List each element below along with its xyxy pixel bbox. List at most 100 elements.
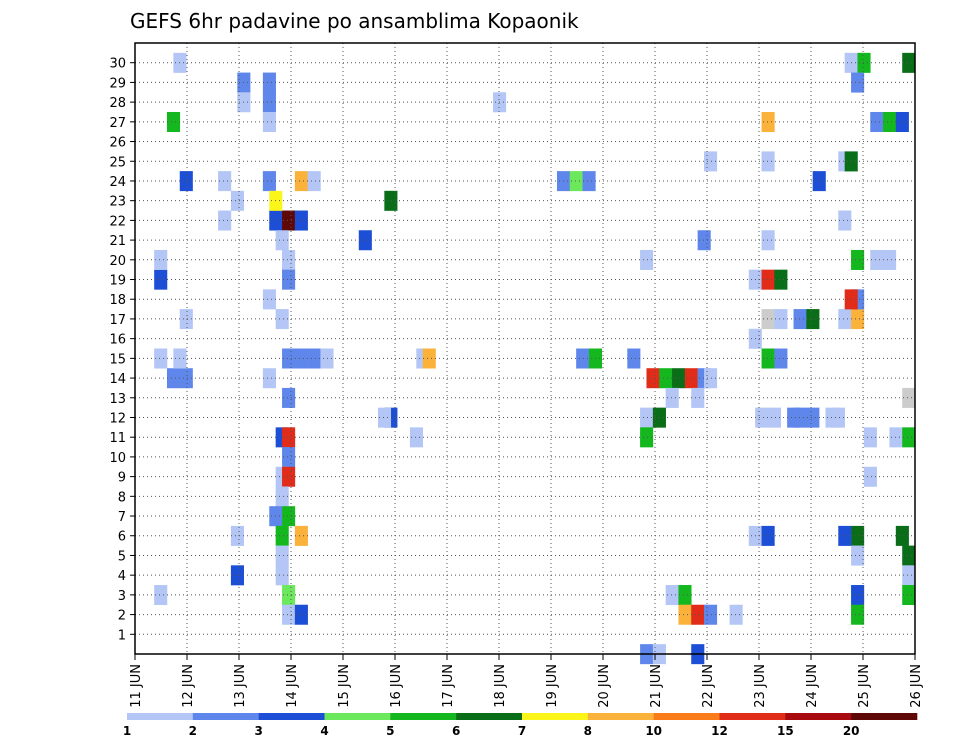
heatmap-cell [838,309,852,330]
heatmap-cell [755,407,769,428]
y-tick-label: 10 [109,451,126,466]
heatmap-cell [902,545,916,566]
heatmap-cell [154,585,168,606]
x-tick-label: 25 JUN [857,664,872,708]
heatmap-cell [409,427,424,448]
y-tick-label: 6 [118,530,126,545]
heatmap-cell [761,269,775,290]
x-tick-label: 11 JUN [129,664,144,708]
legend-swatch [456,713,523,720]
heatmap-cell [262,368,276,389]
heatmap-cell [870,111,884,132]
heatmap-cell [294,348,308,369]
heatmap-cell [665,387,679,408]
y-tick-label: 16 [109,333,126,348]
legend-swatch [719,713,786,720]
heatmap-cell [275,486,289,507]
x-tick-label: 20 JUN [597,664,612,708]
heatmap-cell [691,604,705,625]
y-tick-label: 30 [109,57,126,72]
x-tick-label: 22 JUN [701,664,716,708]
x-tick-label: 23 JUN [753,664,768,708]
heatmap-cell [358,230,372,251]
y-tick-label: 27 [109,116,126,131]
heatmap-cell [422,348,436,369]
heatmap-cell [582,171,596,192]
x-tick-label: 16 JUN [389,664,404,708]
legend-label: 2 [189,724,197,738]
y-tick-label: 22 [109,214,126,229]
x-tick-label: 12 JUN [181,664,196,708]
heatmap-cell [179,171,193,192]
x-tick-label: 17 JUN [441,664,456,708]
y-tick-label: 13 [109,392,126,407]
legend-label: 1 [123,724,131,738]
x-tick-label: 13 JUN [233,664,248,708]
heatmap-cell [761,111,775,132]
legend-swatch [587,713,654,720]
y-tick-label: 20 [109,254,126,269]
heatmap-cell [154,348,168,369]
y-tick-label: 23 [109,195,126,210]
heatmap-cell [154,269,168,290]
heatmap-cell [678,604,692,625]
heatmap-cell [831,407,845,428]
heatmap-cell [895,525,909,546]
heatmap-cell [282,447,296,468]
heatmap-cell [275,565,289,586]
heatmap-cell [761,230,775,251]
heatmap-cell [857,52,871,73]
heatmap-cell [282,585,296,606]
heatmap-cell [275,545,289,566]
heatmap-cell [870,249,884,270]
legend-swatch [127,713,194,720]
heatmap-cell [665,585,679,606]
legend-swatch [192,713,259,720]
heatmap-cell [282,348,296,369]
heatmap-cell [851,585,865,606]
heatmap-cell [262,111,276,132]
heatmap-cell [384,190,398,211]
heatmap-cell [294,525,308,546]
heatmap-cell [863,466,877,487]
heatmap-cell [902,52,916,73]
heatmap-cell [218,171,232,192]
heatmap-cell [640,407,654,428]
heatmap-cell [262,72,276,93]
heatmap-cell [282,210,296,231]
heatmap-cell [793,407,807,428]
legend-swatch [653,713,720,720]
legend-label: 20 [843,724,860,738]
grid-lines [135,43,916,654]
x-tick-label: 18 JUN [493,664,508,708]
y-tick-label: 26 [109,136,126,151]
legend-label: 12 [711,724,728,738]
y-tick-label: 25 [109,155,126,170]
legend-swatch [851,713,918,720]
y-tick-label: 1 [118,628,126,643]
heatmap-cell [678,585,692,606]
heatmap-cell [154,249,168,270]
heatmap-cell [761,348,775,369]
heatmap-cell [275,309,289,330]
y-tick-label: 5 [118,549,126,564]
heatmap-cell [883,111,897,132]
heatmap-cell [895,111,909,132]
heatmap-cell [166,368,181,389]
heatmap-cell [838,525,852,546]
heatmap-cell [851,249,865,270]
y-tick-label: 15 [109,352,126,367]
x-tick-label: 24 JUN [805,664,820,708]
heatmap-cell [627,348,641,369]
heatmap-cell [262,92,276,113]
x-tick-label: 19 JUN [545,664,560,708]
x-tick-label: 26 JUN [909,664,924,708]
y-tick-label: 11 [109,431,126,446]
legend-label: 5 [386,724,394,738]
legend-label: 10 [645,724,662,738]
x-axis: 11 JUN 12 JUN 13 JUN 14 JUN 15 JUN 16 JUN 17 J… [129,654,924,708]
heatmap-cell [672,368,686,389]
heatmap-cell [774,309,788,330]
heatmap-cell [659,368,673,389]
heatmap-cell [806,309,820,330]
